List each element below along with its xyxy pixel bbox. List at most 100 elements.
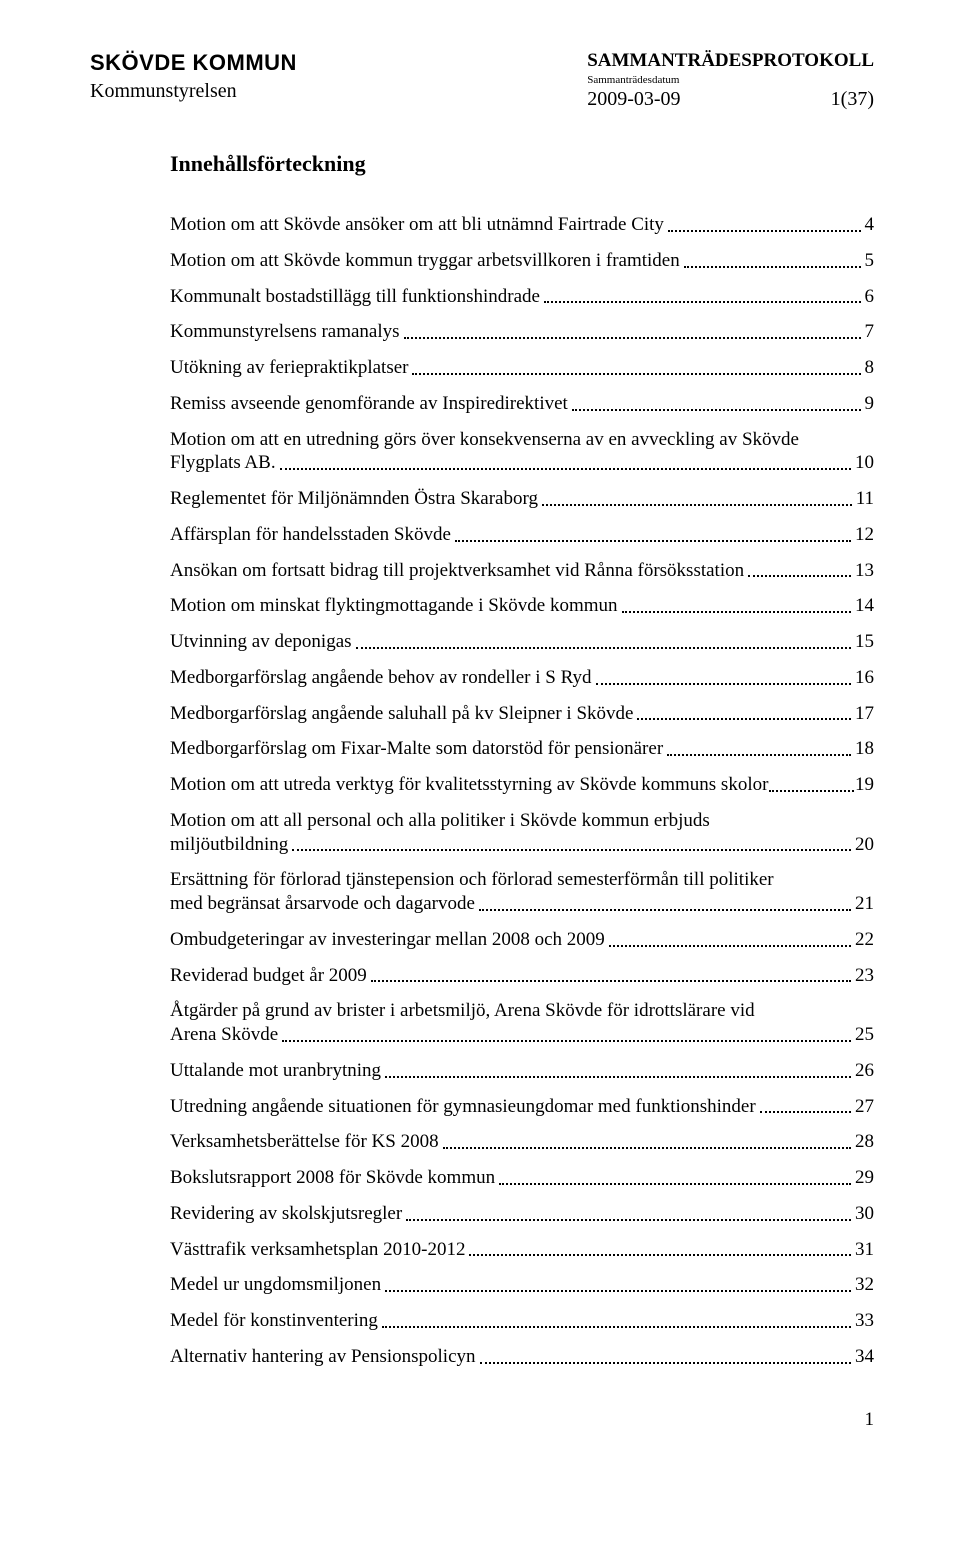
toc-entry: Utvinning av deponigas15 [170, 630, 874, 654]
document-page: SKÖVDE KOMMUN Kommunstyrelsen SAMMANTRÄD… [0, 0, 960, 1481]
toc-leader-dots [455, 540, 851, 542]
toc-entry-text: Motion om minskat flyktingmottagande i S… [170, 594, 618, 618]
toc-leader-dots [769, 790, 854, 792]
toc-leader-dots [406, 1219, 851, 1221]
toc-leader-dots [609, 945, 851, 947]
toc-entry-page: 19 [855, 773, 874, 797]
toc-entry-page: 5 [865, 249, 875, 273]
toc-entry: Medborgarförslag om Fixar-Malte som dato… [170, 737, 874, 761]
toc-entry: Utredning angående situationen för gymna… [170, 1095, 874, 1119]
toc-entry-text: Motion om att utreda verktyg för kvalite… [170, 773, 768, 797]
document-type: SAMMANTRÄDESPROTOKOLL [587, 50, 874, 72]
toc-entry-page: 26 [855, 1059, 874, 1083]
toc-entry-page: 22 [855, 928, 874, 952]
toc-entry: Affärsplan för handelsstaden Skövde12 [170, 523, 874, 547]
toc-leader-dots [280, 468, 851, 470]
toc-entry: Motion om att en utredning görs över kon… [170, 428, 874, 476]
toc-leader-dots [385, 1076, 851, 1078]
toc-entry-lastline: Arena Skövde25 [170, 1023, 874, 1047]
toc-entry-text: Utökning av feriepraktikplatser [170, 356, 408, 380]
header-right: SAMMANTRÄDESPROTOKOLL Sammanträdesdatum … [587, 50, 874, 111]
toc-entry-text: Uttalande mot uranbrytning [170, 1059, 381, 1083]
toc-entry-text: Västtrafik verksamhetsplan 2010-2012 [170, 1238, 465, 1262]
toc-entry: Motion om att utreda verktyg för kvalite… [170, 773, 874, 797]
toc-entry-page: 20 [855, 833, 874, 857]
toc-entry: Verksamhetsberättelse för KS 2008 28 [170, 1130, 874, 1154]
toc-entry-text: Ombudgeteringar av investeringar mellan … [170, 928, 605, 952]
toc-entry: Kommunstyrelsens ramanalys7 [170, 320, 874, 344]
toc-entry-page: 29 [855, 1166, 874, 1190]
toc-entry-lastline: Flygplats AB. 10 [170, 451, 874, 475]
toc-entry-text: Utredning angående situationen för gymna… [170, 1095, 756, 1119]
toc-entry-text: Åtgärder på grund av brister i arbetsmil… [170, 999, 874, 1023]
toc-entry-page: 16 [855, 666, 874, 690]
toc-entry-text: Motion om att Skövde kommun tryggar arbe… [170, 249, 680, 273]
toc-entry: Ansökan om fortsatt bidrag till projektv… [170, 559, 874, 583]
toc-entry-page: 14 [855, 594, 874, 618]
toc-entry-page: 34 [855, 1345, 874, 1369]
toc-entry: Motion om att Skövde kommun tryggar arbe… [170, 249, 874, 273]
toc-leader-dots [499, 1183, 851, 1185]
meeting-date: 2009-03-09 [587, 88, 680, 111]
toc-leader-dots [382, 1326, 851, 1328]
toc-entry-text: Reglementet för Miljönämnden Östra Skara… [170, 487, 538, 511]
toc-entry: Motion om minskat flyktingmottagande i S… [170, 594, 874, 618]
toc-entry: Remiss avseende genomförande av Inspired… [170, 392, 874, 416]
toc-leader-dots [596, 683, 851, 685]
toc-leader-dots [544, 301, 861, 303]
toc-entry: Medborgarförslag angående saluhall på kv… [170, 702, 874, 726]
document-header: SKÖVDE KOMMUN Kommunstyrelsen SAMMANTRÄD… [90, 50, 874, 111]
toc-leader-dots [385, 1290, 851, 1292]
toc-entry-text: Kommunalt bostadstillägg till funktionsh… [170, 285, 540, 309]
toc-entry-text: Bokslutsrapport 2008 för Skövde kommun [170, 1166, 495, 1190]
toc-entry-text: miljöutbildning [170, 833, 288, 857]
toc-entry-text: Medborgarförslag angående saluhall på kv… [170, 702, 633, 726]
toc-entry-page: 25 [855, 1023, 874, 1047]
toc-entry-text: Motion om att all personal och alla poli… [170, 809, 874, 833]
toc-leader-dots [404, 337, 861, 339]
toc-entry: Motion om att all personal och alla poli… [170, 809, 874, 857]
toc-entry-text: Reviderad budget år 2009 [170, 964, 367, 988]
toc-entry-text: med begränsat årsarvode och dagarvode [170, 892, 475, 916]
toc-entry-page: 28 [855, 1130, 874, 1154]
toc-leader-dots [748, 575, 851, 577]
toc-entry-lastline: miljöutbildning 20 [170, 833, 874, 857]
toc-entry-text: Revidering av skolskjutsregler [170, 1202, 402, 1226]
toc-entry-page: 9 [865, 392, 875, 416]
date-row: 2009-03-09 1(37) [587, 88, 874, 111]
toc-entry: Kommunalt bostadstillägg till funktionsh… [170, 285, 874, 309]
toc-entry-page: 27 [855, 1095, 874, 1119]
toc-entry: Alternativ hantering av Pensionspolicyn3… [170, 1345, 874, 1369]
toc-entry-lastline: med begränsat årsarvode och dagarvode 21 [170, 892, 874, 916]
toc-entry-text: Ansökan om fortsatt bidrag till projektv… [170, 559, 744, 583]
toc-entry-text: Affärsplan för handelsstaden Skövde [170, 523, 451, 547]
toc-entry: Västtrafik verksamhetsplan 2010-2012 31 [170, 1238, 874, 1262]
toc-entry-page: 18 [855, 737, 874, 761]
toc-entry-page: 31 [855, 1238, 874, 1262]
toc-entry-page: 4 [865, 213, 875, 237]
toc-leader-dots [684, 266, 861, 268]
toc-leader-dots [668, 230, 861, 232]
toc-entry: Åtgärder på grund av brister i arbetsmil… [170, 999, 874, 1047]
toc-entry-page: 21 [855, 892, 874, 916]
toc-entry-text: Flygplats AB. [170, 451, 276, 475]
toc-entry-text: Motion om att Skövde ansöker om att bli … [170, 213, 664, 237]
toc-entry: Medel ur ungdomsmiljonen32 [170, 1273, 874, 1297]
footer-page-number: 1 [170, 1409, 874, 1431]
toc-leader-dots [469, 1254, 851, 1256]
toc-entry-text: Verksamhetsberättelse för KS 2008 [170, 1130, 439, 1154]
toc-entry-page: 33 [855, 1309, 874, 1333]
toc-leader-dots [371, 980, 851, 982]
toc-leader-dots [760, 1111, 851, 1113]
date-label: Sammanträdesdatum [587, 74, 874, 86]
toc-entry: Uttalande mot uranbrytning 26 [170, 1059, 874, 1083]
header-left: SKÖVDE KOMMUN Kommunstyrelsen [90, 50, 297, 111]
toc-entry-text: Kommunstyrelsens ramanalys [170, 320, 400, 344]
toc-entry-text: Ersättning för förlorad tjänstepension o… [170, 868, 874, 892]
toc-entry: Utökning av feriepraktikplatser8 [170, 356, 874, 380]
toc-entry: Ersättning för förlorad tjänstepension o… [170, 868, 874, 916]
toc-entry-page: 10 [855, 451, 874, 475]
toc-entry-page: 30 [855, 1202, 874, 1226]
toc-entry-text: Motion om att en utredning görs över kon… [170, 428, 874, 452]
toc-leader-dots [292, 849, 851, 851]
